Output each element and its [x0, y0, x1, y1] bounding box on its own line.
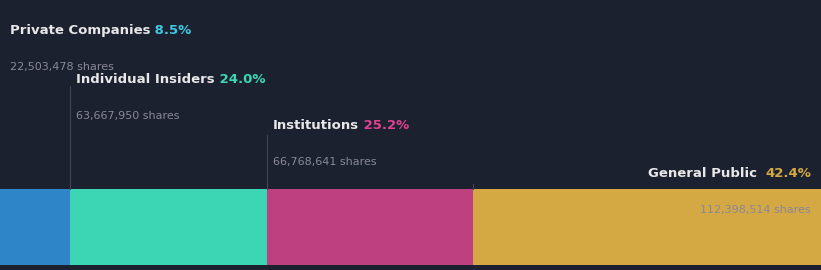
Text: 112,398,514 shares: 112,398,514 shares [700, 205, 811, 215]
Text: 25.2%: 25.2% [360, 119, 410, 132]
Bar [267, 189, 473, 265]
Text: Private Companies: Private Companies [10, 24, 150, 37]
Bar [473, 189, 821, 265]
Text: Individual Insiders: Individual Insiders [76, 73, 215, 86]
Text: 24.0%: 24.0% [215, 73, 265, 86]
Text: 8.5%: 8.5% [150, 24, 191, 37]
Bar [0, 189, 70, 265]
Text: General Public: General Public [648, 167, 761, 180]
Text: 66,768,641 shares: 66,768,641 shares [273, 157, 377, 167]
Text: 22,503,478 shares: 22,503,478 shares [10, 62, 114, 72]
Bar [70, 189, 267, 265]
Text: 63,667,950 shares: 63,667,950 shares [76, 111, 180, 121]
Text: Institutions: Institutions [273, 119, 360, 132]
Text: 42.4%: 42.4% [765, 167, 811, 180]
